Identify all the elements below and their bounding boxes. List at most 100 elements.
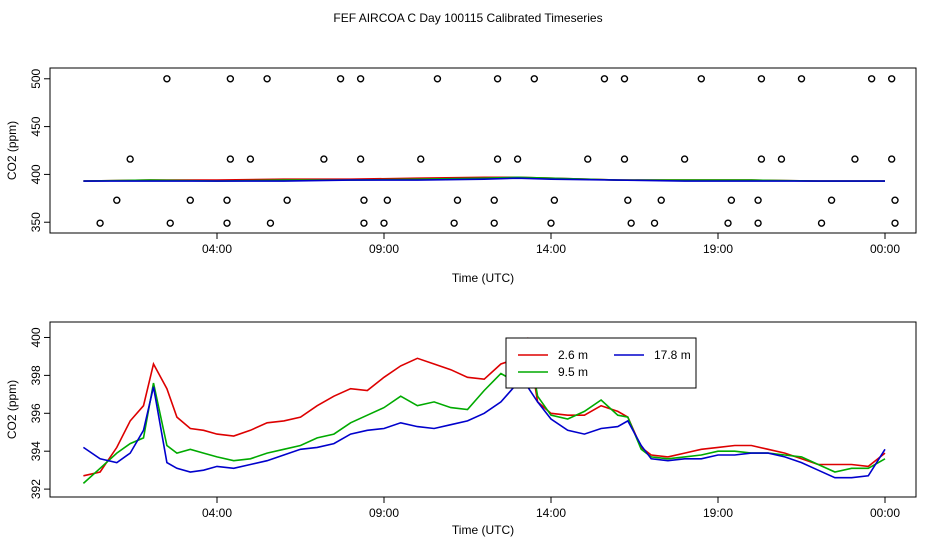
data-point — [263, 75, 271, 83]
x-axis-label: Time (UTC) — [452, 523, 514, 537]
x-axis-label: Time (UTC) — [452, 271, 514, 285]
data-point — [887, 75, 896, 83]
data-point — [383, 196, 392, 204]
plot-frame — [49, 321, 917, 498]
data-point — [320, 155, 328, 163]
data-point — [417, 155, 425, 163]
x-tick-label: 00:00 — [870, 242, 900, 256]
data-point — [450, 219, 458, 227]
data-point — [620, 155, 629, 163]
data-point — [757, 75, 766, 83]
data-point — [887, 155, 896, 163]
x-tick-label: 19:00 — [703, 242, 733, 256]
data-point — [891, 219, 899, 227]
x-tick-label: 04:00 — [202, 242, 232, 256]
legend-box — [505, 337, 697, 389]
data-point — [266, 219, 275, 227]
data-point — [891, 196, 899, 204]
data-point — [166, 219, 174, 227]
data-point — [817, 219, 826, 227]
legend-label: 9.5 m — [558, 365, 588, 379]
data-point — [113, 196, 121, 204]
data-point — [827, 196, 836, 204]
data-point — [797, 75, 806, 83]
data-point — [724, 219, 732, 227]
data-point — [490, 219, 498, 227]
x-tick-label: 04:00 — [202, 506, 232, 520]
data-point — [530, 75, 538, 83]
data-point — [513, 155, 522, 163]
data-point — [283, 196, 291, 204]
x-tick-label: 14:00 — [536, 506, 566, 520]
legend-label: 2.6 m — [558, 348, 588, 362]
data-point — [223, 196, 231, 204]
data-point — [547, 219, 555, 227]
y-tick-label: 396 — [29, 403, 43, 423]
series-line-17-8-m — [82, 382, 886, 479]
y-tick-label: 500 — [29, 68, 43, 88]
data-point — [851, 155, 859, 163]
data-point — [126, 155, 134, 163]
x-tick-label: 00:00 — [870, 506, 900, 520]
data-point — [186, 196, 194, 204]
plot-area — [82, 336, 886, 484]
data-point — [453, 196, 462, 204]
x-tick-label: 14:00 — [536, 242, 566, 256]
legend: 2.6 m 17.8 m 9.5 m — [505, 337, 697, 389]
y-tick-label: 398 — [29, 365, 43, 385]
plot-frame — [49, 67, 917, 234]
data-point — [226, 75, 235, 83]
data-point — [754, 196, 762, 204]
data-point — [627, 219, 635, 227]
data-point — [360, 219, 368, 227]
series-line-2-6-m — [83, 336, 886, 477]
y-axis-label: CO2 (ppm) — [5, 380, 19, 439]
legend-label: 17.8 m — [654, 348, 691, 362]
y-tick-label: 400 — [29, 327, 43, 347]
data-point — [336, 75, 345, 83]
series-line-17-8-m — [83, 177, 885, 182]
data-point — [697, 75, 705, 83]
plot-area — [83, 75, 899, 227]
data-point — [600, 75, 609, 83]
data-point — [433, 75, 442, 83]
x-tick-label: 19:00 — [703, 506, 733, 520]
series-line-9-5-m — [82, 339, 886, 484]
data-point — [657, 196, 665, 204]
data-point — [550, 196, 559, 204]
x-tick-label: 09:00 — [369, 242, 399, 256]
chart-title: FEF AIRCOA C Day 100115 Calibrated Times… — [333, 11, 602, 25]
data-point — [223, 219, 231, 227]
data-point — [163, 75, 171, 83]
data-point — [493, 75, 502, 83]
top-panel: 04:00 09:00 14:00 19:00 00:00 350 400 450 500 Tim… — [5, 67, 917, 285]
data-point — [620, 75, 629, 83]
data-point — [226, 155, 235, 163]
y-tick-label: 394 — [29, 441, 43, 461]
data-point — [584, 155, 592, 163]
data-point — [867, 75, 876, 83]
y-tick-label: 450 — [29, 116, 43, 136]
data-point — [624, 196, 632, 204]
data-point — [650, 219, 659, 227]
y-tick-label: 400 — [29, 164, 43, 184]
data-point — [777, 155, 786, 163]
x-tick-label: 09:00 — [369, 506, 399, 520]
data-point — [96, 219, 104, 227]
data-point — [356, 155, 365, 163]
data-point — [490, 196, 498, 204]
data-point — [680, 155, 689, 163]
data-point — [246, 155, 255, 163]
data-point — [493, 155, 502, 163]
y-axis-label: CO2 (ppm) — [5, 121, 19, 180]
data-point — [727, 196, 736, 204]
data-point — [380, 219, 388, 227]
y-tick-label: 350 — [29, 212, 43, 232]
data-point — [757, 155, 766, 163]
data-point — [754, 219, 762, 227]
data-point — [360, 196, 368, 204]
bottom-panel: 04:00 09:00 14:00 19:00 00:00 392 394 396 398 400… — [5, 321, 917, 537]
data-point — [356, 75, 365, 83]
y-tick-label: 392 — [29, 479, 43, 499]
